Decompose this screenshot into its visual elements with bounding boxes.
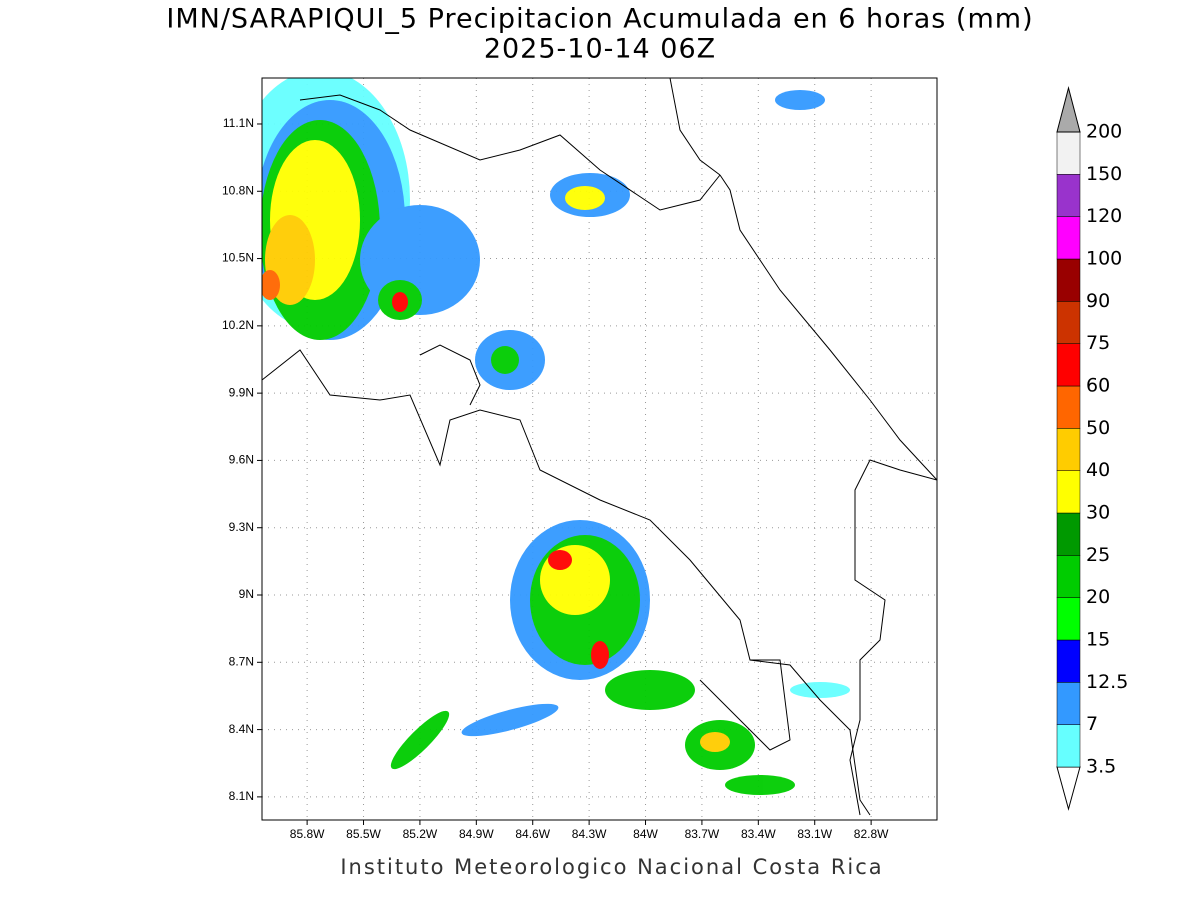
lon-tick-label: 84.6W xyxy=(515,827,550,841)
colorbar-label: 60 xyxy=(1086,375,1110,397)
colorbar-segment xyxy=(1056,470,1081,514)
lon-tick-label: 85.2W xyxy=(403,827,438,841)
precip-area xyxy=(491,346,519,374)
colorbar-label: 25 xyxy=(1086,544,1110,566)
lat-tick-label: 8.1N xyxy=(229,789,254,803)
colorbar-label: 20 xyxy=(1086,586,1110,608)
colorbar-segment xyxy=(1056,428,1081,471)
colorbar-segment xyxy=(1056,343,1081,387)
coastline xyxy=(849,459,937,816)
colorbar-label: 150 xyxy=(1086,163,1122,185)
lon-tick-label: 83.4W xyxy=(741,827,776,841)
colorbar: 3.5 7 12.5 15 20 25 30 40 50 60 75 90 100 120 150 200 xyxy=(1056,86,1128,811)
colorbar-segment xyxy=(1056,216,1081,260)
colorbar-segment xyxy=(1056,174,1081,217)
lat-tick-label: 9.6N xyxy=(229,453,254,467)
precip-area xyxy=(262,270,280,300)
precip-area xyxy=(790,682,850,698)
lat-tick-label: 10.5N xyxy=(222,251,254,265)
lon-tick-label: 83.7W xyxy=(685,827,720,841)
colorbar-segment xyxy=(1056,512,1081,556)
colorbar-label: 90 xyxy=(1086,290,1110,312)
precip-field xyxy=(262,78,937,816)
colorbar-segment xyxy=(1056,385,1081,429)
coastline xyxy=(419,344,481,406)
colorbar-extension xyxy=(1056,766,1081,811)
colorbar-segment xyxy=(1056,724,1081,768)
border xyxy=(299,94,721,211)
colorbar-label: 7 xyxy=(1086,713,1098,735)
colorbar-segment xyxy=(1056,639,1081,683)
colorbar-label: 40 xyxy=(1086,459,1110,481)
colorbar-label: 3.5 xyxy=(1086,756,1116,778)
precip-area xyxy=(591,641,609,669)
lat-tick-label: 9.3N xyxy=(229,520,254,534)
border xyxy=(699,659,791,751)
colorbar-label: 15 xyxy=(1086,629,1110,651)
lon-tick-label: 82.8W xyxy=(854,827,889,841)
lat-tick-label: 9N xyxy=(239,587,254,601)
precip-area xyxy=(725,775,795,795)
colorbar-segment xyxy=(1056,258,1081,302)
lat-tick-label: 10.8N xyxy=(222,183,254,197)
plot-frame xyxy=(261,77,938,821)
lon-tick-label: 84.3W xyxy=(572,827,607,841)
colorbar-segment xyxy=(1056,301,1081,344)
lat-tick-label: 9.9N xyxy=(229,385,254,399)
lon-tick-label: 84W xyxy=(633,827,658,841)
precip-area xyxy=(605,670,695,710)
colorbar-label: 120 xyxy=(1086,205,1122,227)
colorbar-segment xyxy=(1056,597,1081,641)
colorbar-label: 75 xyxy=(1086,332,1110,354)
lat-tick-label: 10.2N xyxy=(222,318,254,332)
precip-area xyxy=(775,90,825,110)
coastline xyxy=(262,349,871,816)
lon-tick-label: 85.8W xyxy=(290,827,325,841)
precip-area xyxy=(392,292,408,312)
colorbar-label: 12.5 xyxy=(1086,671,1128,693)
lon-tick-label: 85.5W xyxy=(346,827,381,841)
precip-area xyxy=(565,186,605,210)
colorbar-segment xyxy=(1056,131,1081,175)
colorbar-label: 100 xyxy=(1086,248,1122,270)
colorbar-label: 200 xyxy=(1086,121,1122,143)
precip-area xyxy=(548,550,572,570)
precip-area xyxy=(700,732,730,752)
subtitle: 2025-10-14 06Z xyxy=(484,34,716,65)
colorbar-label: 50 xyxy=(1086,417,1110,439)
lat-tick-label: 11.1N xyxy=(223,116,254,130)
lon-tick-label: 84.9W xyxy=(459,827,494,841)
precip-area xyxy=(390,710,450,770)
colorbar-extension xyxy=(1056,86,1081,133)
lat-tick-label: 8.4N xyxy=(229,722,254,736)
coastline xyxy=(719,174,937,481)
lat-tick-label: 8.7N xyxy=(229,654,254,668)
lon-tick-label: 83.1W xyxy=(797,827,832,841)
border xyxy=(669,78,721,176)
colorbar-segment xyxy=(1056,555,1081,598)
precip-area xyxy=(461,703,559,737)
footer: Instituto Meteorologico Nacional Costa R… xyxy=(340,855,883,879)
colorbar-segment xyxy=(1056,682,1081,725)
title: IMN/SARAPIQUI_5 Precipitacion Acumulada … xyxy=(166,4,1033,35)
colorbar-label: 30 xyxy=(1086,502,1110,524)
